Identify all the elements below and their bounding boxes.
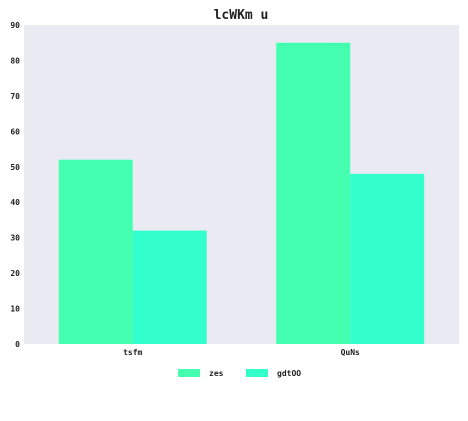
y-axis: 0 10 20 30 40 50 60 70 80 90 xyxy=(10,21,20,349)
bar-gdtOO-tsfm xyxy=(133,231,207,344)
x-axis: tsfm QuNs xyxy=(123,348,360,357)
y-tick-label: 90 xyxy=(10,21,20,30)
legend: zes gdtOO xyxy=(178,369,301,378)
legend-label-gdtOO: gdtOO xyxy=(277,369,301,378)
bar-zes-tsfm xyxy=(59,160,133,344)
y-tick-label: 80 xyxy=(10,56,20,65)
chart-title: lcWKm u xyxy=(214,8,269,23)
legend-swatch-gdtOO xyxy=(246,369,268,377)
legend-label-zes: zes xyxy=(209,369,224,378)
legend-swatch-zes xyxy=(178,369,200,377)
y-tick-label: 50 xyxy=(10,163,20,172)
y-tick-label: 10 xyxy=(10,305,20,314)
x-tick-label: tsfm xyxy=(123,348,142,357)
x-tick-label: QuNs xyxy=(341,348,360,357)
bar-gdtOO-QuNs xyxy=(350,174,424,344)
y-tick-label: 20 xyxy=(10,269,20,278)
y-tick-label: 70 xyxy=(10,92,20,101)
y-tick-label: 40 xyxy=(10,198,20,207)
bar-zes-QuNs xyxy=(276,43,350,344)
y-tick-label: 60 xyxy=(10,127,20,136)
y-tick-label: 0 xyxy=(15,340,20,349)
y-tick-label: 30 xyxy=(10,234,20,243)
